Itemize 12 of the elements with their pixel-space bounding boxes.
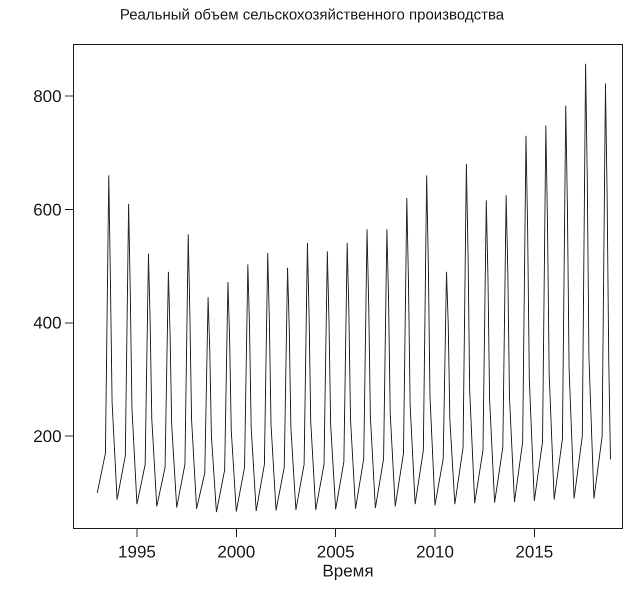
x-tick-label: 1995	[118, 542, 156, 562]
chart-title: Реальный объем сельскохозяйственного производства	[120, 6, 505, 24]
x-tick-label: 2015	[515, 542, 554, 562]
y-tick-label: 400	[33, 314, 62, 333]
x-axis-title: Время	[322, 561, 374, 580]
y-tick-label: 800	[33, 86, 62, 106]
line-series	[96, 63, 611, 513]
y-tick-label: 200	[33, 427, 62, 446]
x-tick-label: 2010	[416, 542, 454, 562]
x-tick-label: 2000	[217, 542, 256, 562]
x-tick-label: 2005	[316, 542, 355, 562]
y-tick-label: 600	[33, 200, 62, 220]
